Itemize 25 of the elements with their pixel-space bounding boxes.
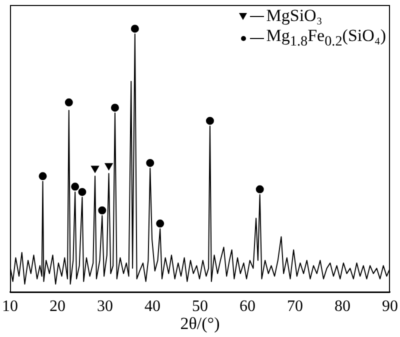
x-tick-label: 70 [287,298,303,315]
point [91,166,99,173]
point [64,98,73,106]
point [98,206,106,214]
point [104,163,113,170]
x-tick-label: 80 [334,298,350,315]
legend-label: Mg$_{1.8}$Fe$_{0.2}$(SiO₄) [266,26,386,52]
point [71,182,80,191]
point [146,158,154,167]
point [110,104,119,112]
x-tick-label: 20 [50,298,66,315]
point [206,116,214,125]
x-tick-label: 40 [144,298,160,315]
x-tick-label: 10 [2,298,18,315]
point [78,188,86,196]
x-tick-label: 30 [97,298,113,315]
point [38,172,47,180]
x-tick-label: 60 [240,298,256,315]
point [156,220,164,228]
x-tick-label: 90 [382,298,398,315]
legend-label: MgSiO₃ [266,6,322,26]
point [130,24,139,33]
x-axis-title: 2θ/(°) [179,314,221,334]
point [256,185,264,194]
x-tick-label: 50 [192,298,208,315]
